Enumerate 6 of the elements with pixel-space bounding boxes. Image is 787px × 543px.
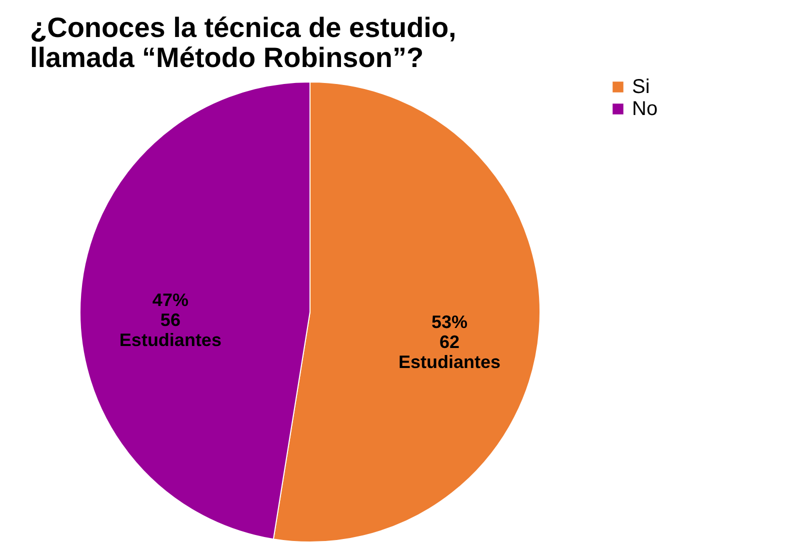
- text: llamada “Método Robinson”?: [30, 42, 424, 73]
- legend-label: Si: [632, 76, 650, 98]
- legend-label: No: [632, 98, 658, 120]
- data-label: 53% 62 Estudiantes: [398, 312, 501, 372]
- text: ¿Conoces la técnica de estudio,: [30, 12, 456, 43]
- data-label: 47% 56 Estudiantes: [119, 290, 222, 350]
